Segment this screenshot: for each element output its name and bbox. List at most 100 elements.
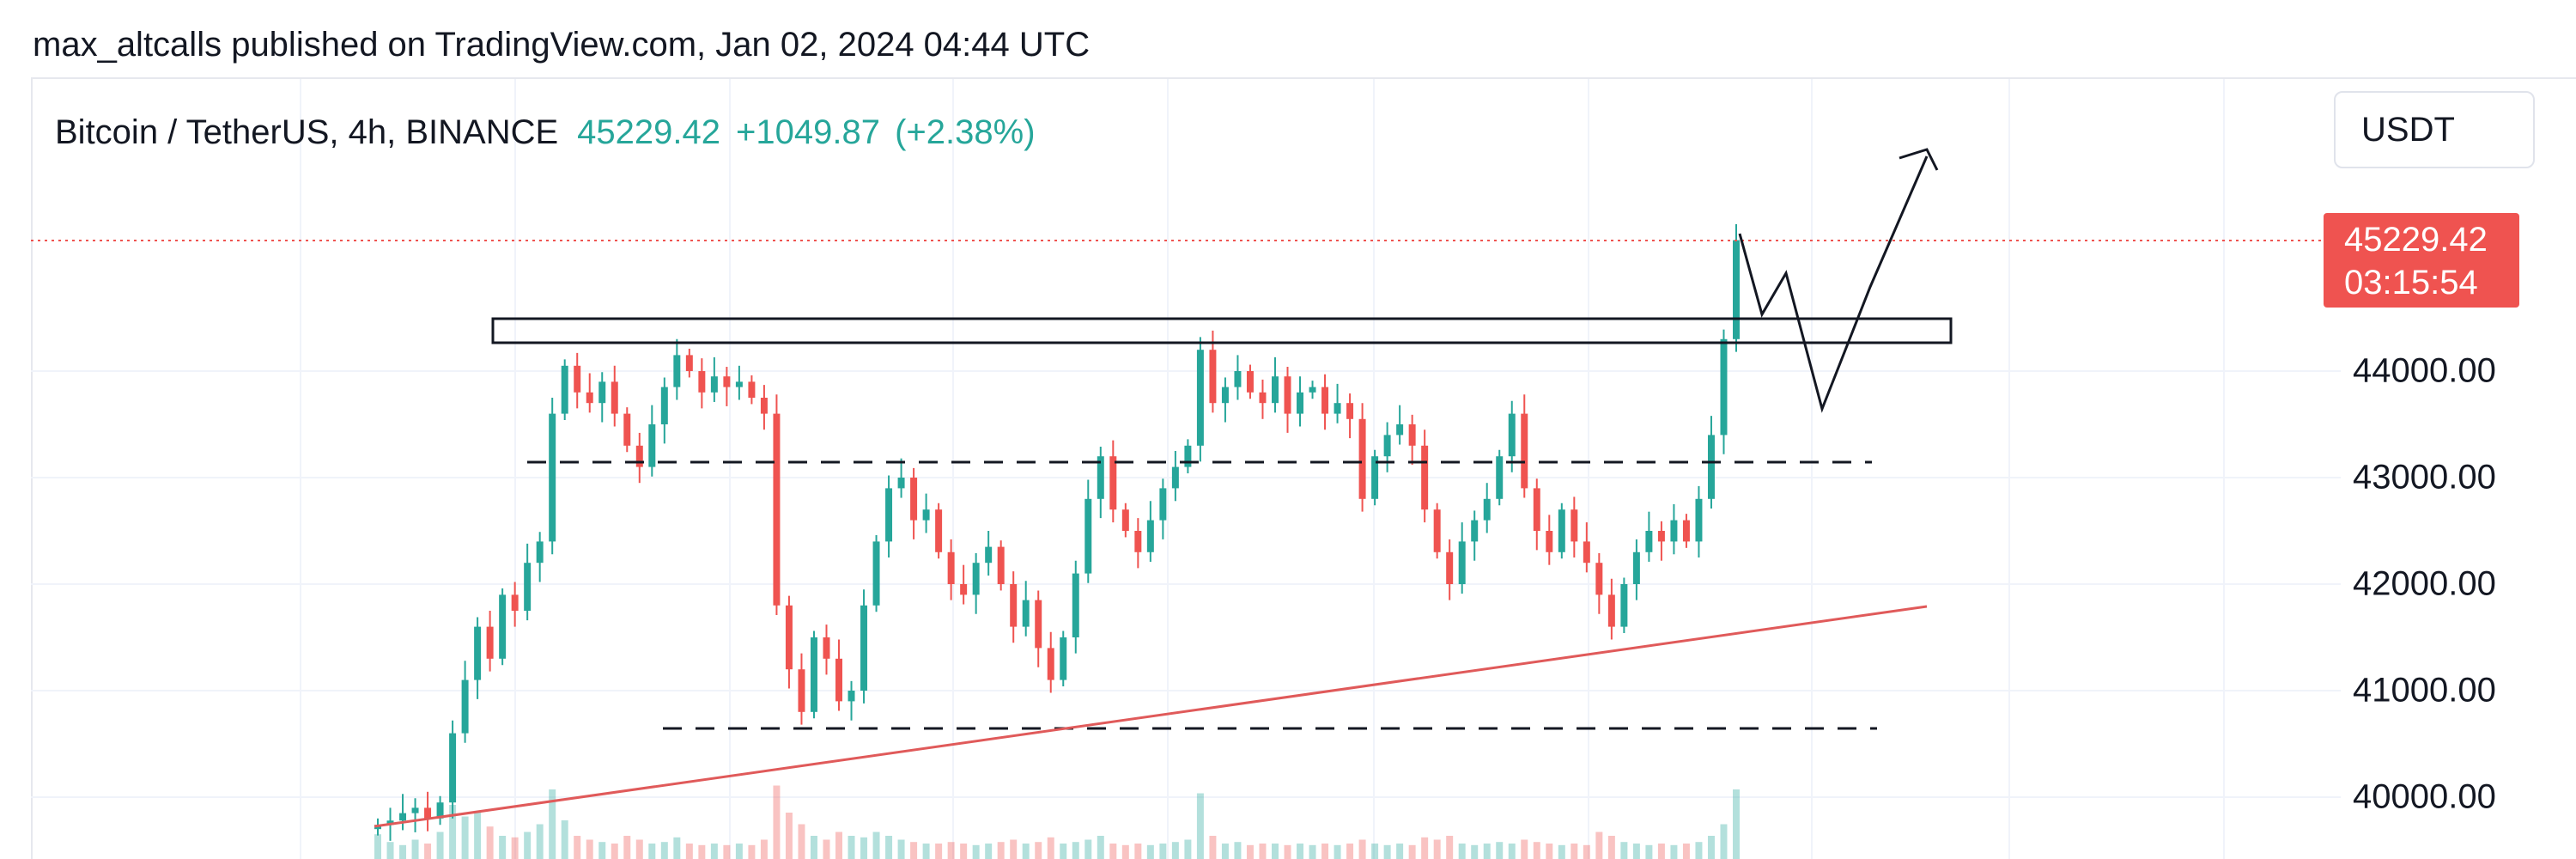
candle-body [860, 605, 868, 691]
volume-bar [1284, 844, 1291, 859]
volume-bar [1632, 844, 1640, 859]
volume-bar [399, 844, 407, 859]
candle-body [1546, 531, 1553, 552]
legend-change-percent: (+2.38%) [895, 113, 1036, 151]
volume-bar [1433, 839, 1441, 859]
candle-body [611, 381, 618, 414]
candle-body [1259, 392, 1267, 404]
volume-bar [623, 836, 631, 859]
candle-body [1396, 424, 1404, 436]
candle-body [536, 541, 544, 564]
candle-body [1321, 387, 1329, 414]
candle-body [723, 376, 731, 387]
volume-bar [374, 834, 381, 859]
volume-bar [1196, 793, 1204, 859]
volume-bar [1035, 842, 1042, 859]
volume-bar [1097, 836, 1104, 859]
candle-body [623, 413, 631, 446]
volume-bar [922, 844, 930, 859]
volume-bar [574, 836, 581, 859]
volume-bar [1670, 844, 1678, 859]
volume-bar [1234, 842, 1242, 859]
volume-bar [910, 842, 918, 859]
candle-body [1334, 403, 1341, 414]
volume-bar [1521, 839, 1528, 859]
projection-arrowhead-icon [1899, 148, 1939, 171]
candle-body [486, 626, 494, 659]
currency-selector[interactable]: USDT [2334, 91, 2535, 168]
volume-bar [673, 837, 681, 859]
candle-body [411, 807, 419, 813]
volume-bar [947, 842, 955, 859]
volume-bar [1571, 844, 1578, 859]
volume-bar [511, 837, 519, 859]
candle-body [1383, 435, 1391, 457]
candle-body [524, 563, 532, 611]
volume-bar [1010, 839, 1018, 859]
volume-bar [436, 832, 444, 859]
candle-body [1657, 531, 1665, 542]
candle-body [586, 392, 593, 404]
candle-body [1483, 498, 1491, 521]
candle-body [1047, 648, 1054, 680]
volume-bar [586, 839, 593, 859]
candle-body [685, 355, 693, 371]
volume-bar [1733, 789, 1740, 859]
candle-body [1221, 387, 1229, 404]
candle-body [985, 546, 993, 564]
volume-bar [1134, 844, 1142, 859]
volume-bar [411, 839, 419, 859]
candle-body [1446, 551, 1454, 584]
candle-body [897, 478, 905, 489]
candle-body [748, 381, 756, 398]
volume-bar [960, 844, 968, 859]
volume-bar [1309, 844, 1316, 859]
candle-body [848, 691, 855, 702]
candle-body [885, 488, 893, 542]
volume-bar [760, 839, 768, 859]
volume-bar [1546, 844, 1553, 859]
volume-bar [735, 844, 743, 859]
candle-body [1022, 600, 1030, 627]
candle-body [972, 563, 980, 595]
volume-bar [536, 824, 544, 859]
volume-bar [872, 832, 880, 859]
volume-bar [660, 842, 668, 859]
volume-bar [424, 844, 432, 859]
price-axis-tick-label: 43000.00 [2353, 458, 2496, 497]
volume-bar [1171, 842, 1179, 859]
volume-bar [1421, 837, 1429, 859]
volume-bar [561, 820, 568, 859]
candle-body [960, 584, 968, 595]
candle-body [1297, 392, 1304, 414]
candle-body [1121, 509, 1129, 531]
candle-body [436, 802, 444, 819]
volume-bar [549, 789, 556, 859]
candle-body [823, 637, 830, 659]
volume-bar [486, 826, 494, 859]
candle-body [561, 365, 568, 414]
chart-grid [31, 79, 2341, 859]
candle-body [1097, 456, 1104, 499]
price-axis[interactable] [2341, 77, 2576, 859]
volume-bar [474, 813, 482, 859]
candle-body [1433, 509, 1441, 552]
candle-body [598, 381, 606, 404]
volume-bar [1458, 844, 1466, 859]
candle-body [386, 820, 394, 825]
candle-body [1010, 584, 1018, 627]
candle-body [1458, 541, 1466, 584]
volume-bar [1321, 844, 1329, 859]
volume-bar [1072, 842, 1079, 859]
currency-label: USDT [2361, 110, 2455, 149]
volume-bar [1496, 842, 1504, 859]
symbol-legend: Bitcoin / TetherUS, 4h, BINANCE 45229.42 +… [55, 113, 1036, 152]
candle-body [922, 509, 930, 521]
bar-countdown: 03:15:54 [2344, 264, 2478, 302]
candle-body [1471, 520, 1479, 542]
chart-pane[interactable] [31, 77, 2341, 859]
volume-bar [611, 844, 618, 859]
price-axis-tick-label: 42000.00 [2353, 564, 2496, 603]
volume-bar [1109, 844, 1117, 859]
